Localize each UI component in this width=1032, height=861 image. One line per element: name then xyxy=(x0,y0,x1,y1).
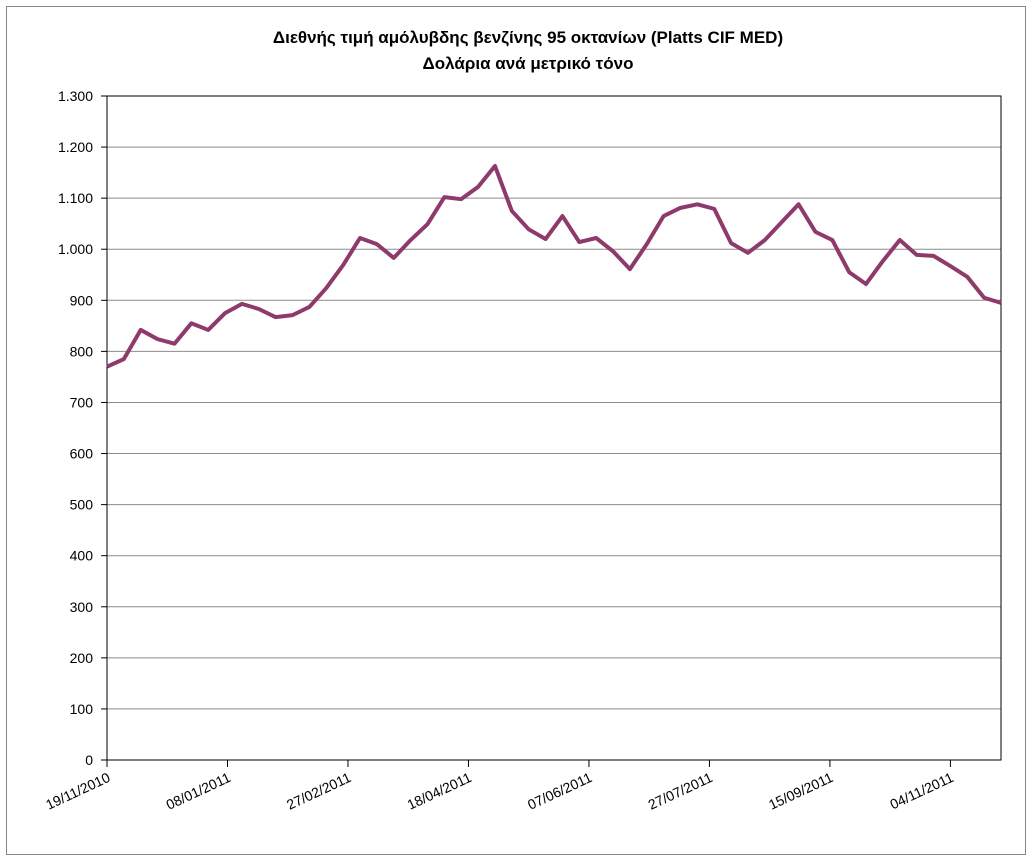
y-tick-label: 1.000 xyxy=(58,241,93,257)
plot-border xyxy=(106,95,1002,761)
chart-border xyxy=(6,6,1026,855)
y-tick-label: 300 xyxy=(70,599,94,615)
y-tick-label: 100 xyxy=(70,701,94,717)
y-tick-label: 600 xyxy=(70,446,94,462)
line-series xyxy=(106,163,1002,369)
y-tick-label: 500 xyxy=(70,497,94,513)
y-tick-label: 200 xyxy=(70,650,94,666)
y-tick-label: 1.300 xyxy=(58,88,93,104)
chart-title: Διεθνής τιμή αμόλυβδης βενζίνης 95 οκταν… xyxy=(273,28,783,47)
y-tick-label: 400 xyxy=(70,548,94,564)
chart-subtitle: Δολάρια ανά μετρικό τόνο xyxy=(423,54,634,73)
y-tick-label: 0 xyxy=(85,752,93,768)
y-tick-label: 700 xyxy=(70,394,94,410)
y-tick-label: 800 xyxy=(70,343,94,359)
y-tick-label: 1.100 xyxy=(58,190,93,206)
y-tick-label: 1.200 xyxy=(58,139,93,155)
y-tick-label: 900 xyxy=(70,292,94,308)
